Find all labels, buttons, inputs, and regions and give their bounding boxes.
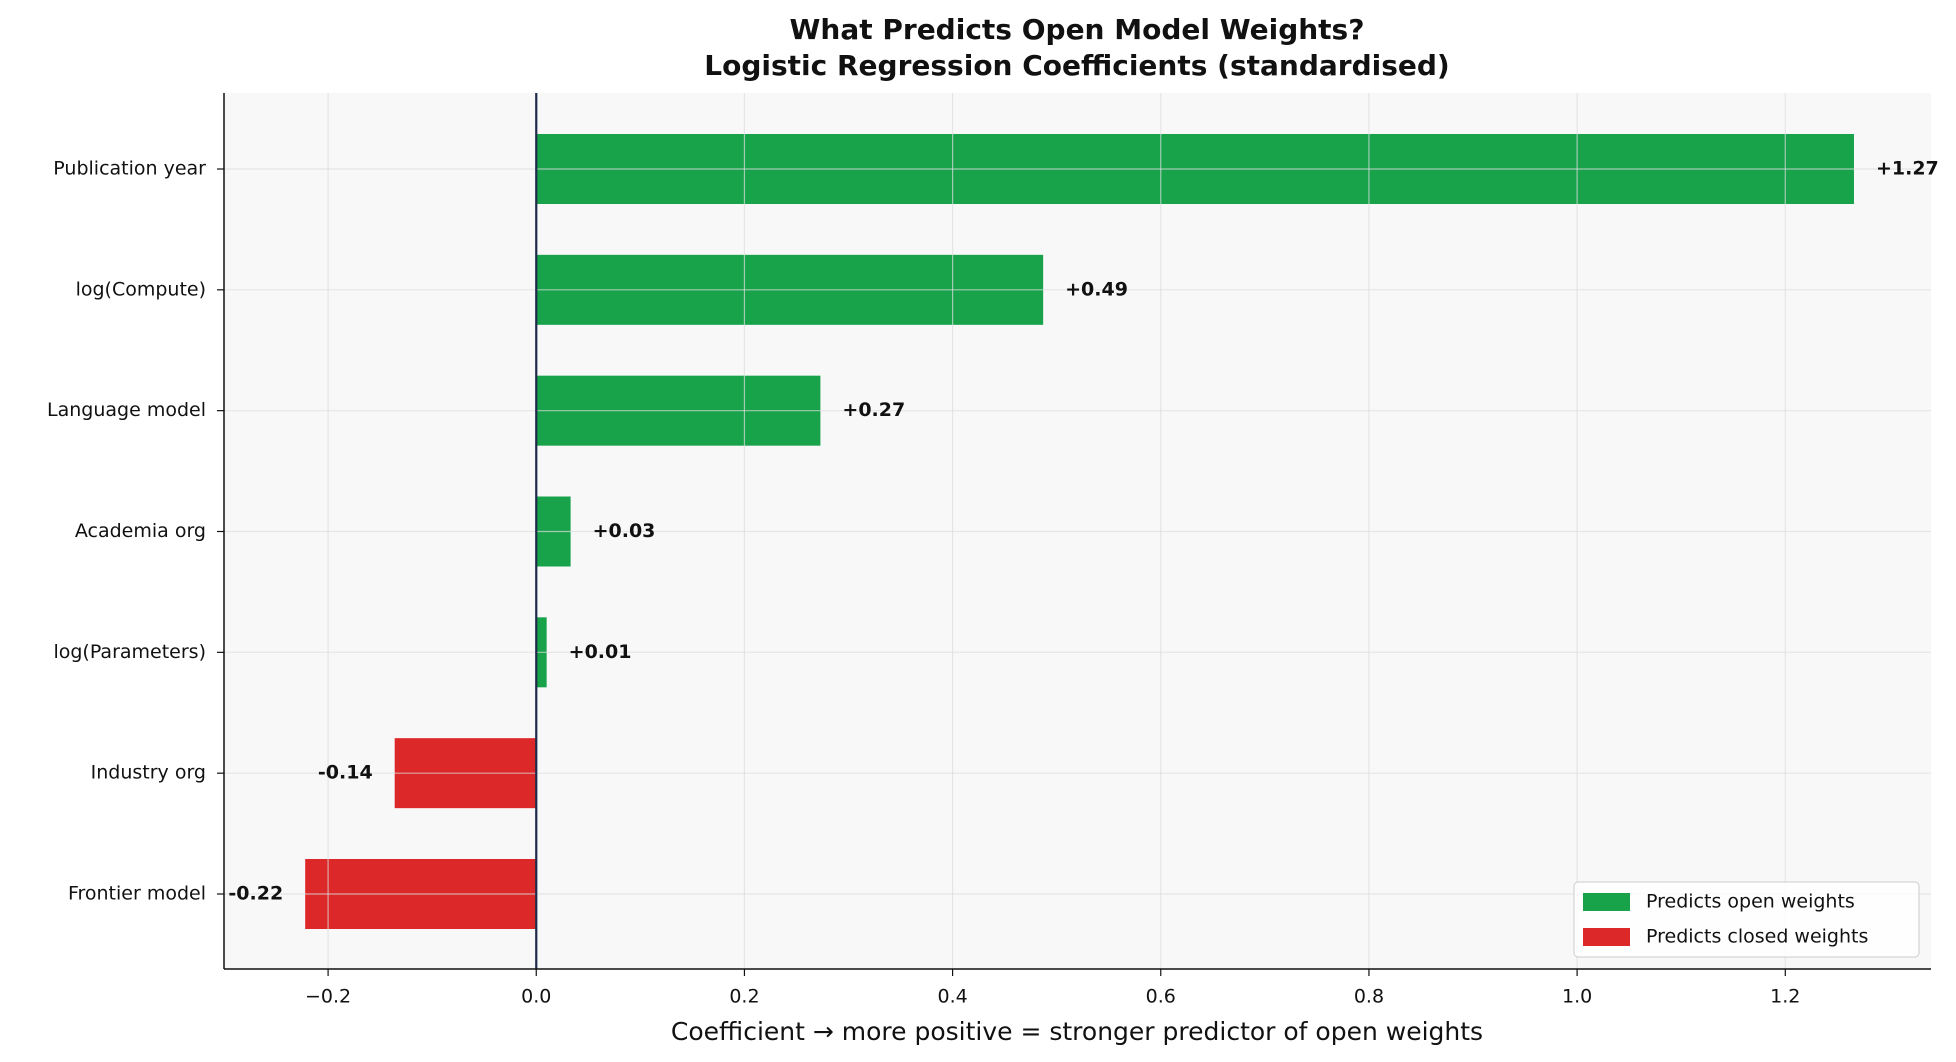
y-tick-label: Industry org: [91, 762, 206, 784]
x-tick-label: −0.2: [305, 986, 351, 1008]
y-tick-label: Language model: [47, 399, 206, 421]
legend-label: Predicts open weights: [1646, 891, 1855, 913]
x-tick-label: 0.4: [937, 986, 967, 1008]
y-tick-label: Frontier model: [68, 883, 206, 905]
x-tick-label: 0.6: [1146, 986, 1176, 1008]
x-tick-label: 0.2: [729, 986, 759, 1008]
value-label: +0.49: [1065, 278, 1128, 300]
x-axis-label: Coefficient → more positive = stronger p…: [671, 1017, 1483, 1046]
value-label: -0.14: [318, 762, 373, 784]
y-tick-label: log(Parameters): [53, 641, 206, 663]
x-tick-label: 0.8: [1354, 986, 1384, 1008]
value-label: +0.01: [569, 641, 632, 663]
x-tick-label: 1.2: [1770, 986, 1800, 1008]
y-tick-label: log(Compute): [76, 278, 206, 300]
legend-label: Predicts closed weights: [1646, 926, 1868, 948]
x-tick-label: 1.0: [1562, 986, 1592, 1008]
value-label: -0.22: [228, 883, 283, 905]
legend-box: [1573, 881, 1920, 958]
y-tick-label: Publication year: [53, 158, 206, 180]
legend-swatch: [1583, 893, 1630, 911]
value-label: +1.27: [1876, 158, 1939, 180]
chart-title: What Predicts Open Model Weights?: [790, 13, 1365, 46]
y-tick-label: Academia org: [75, 520, 206, 542]
x-tick-label: 0.0: [521, 986, 551, 1008]
chart-subtitle: Logistic Regression Coefficients (standa…: [704, 49, 1449, 82]
value-label: +0.03: [593, 520, 656, 542]
legend-swatch: [1583, 928, 1630, 946]
value-label: +0.27: [842, 399, 905, 421]
